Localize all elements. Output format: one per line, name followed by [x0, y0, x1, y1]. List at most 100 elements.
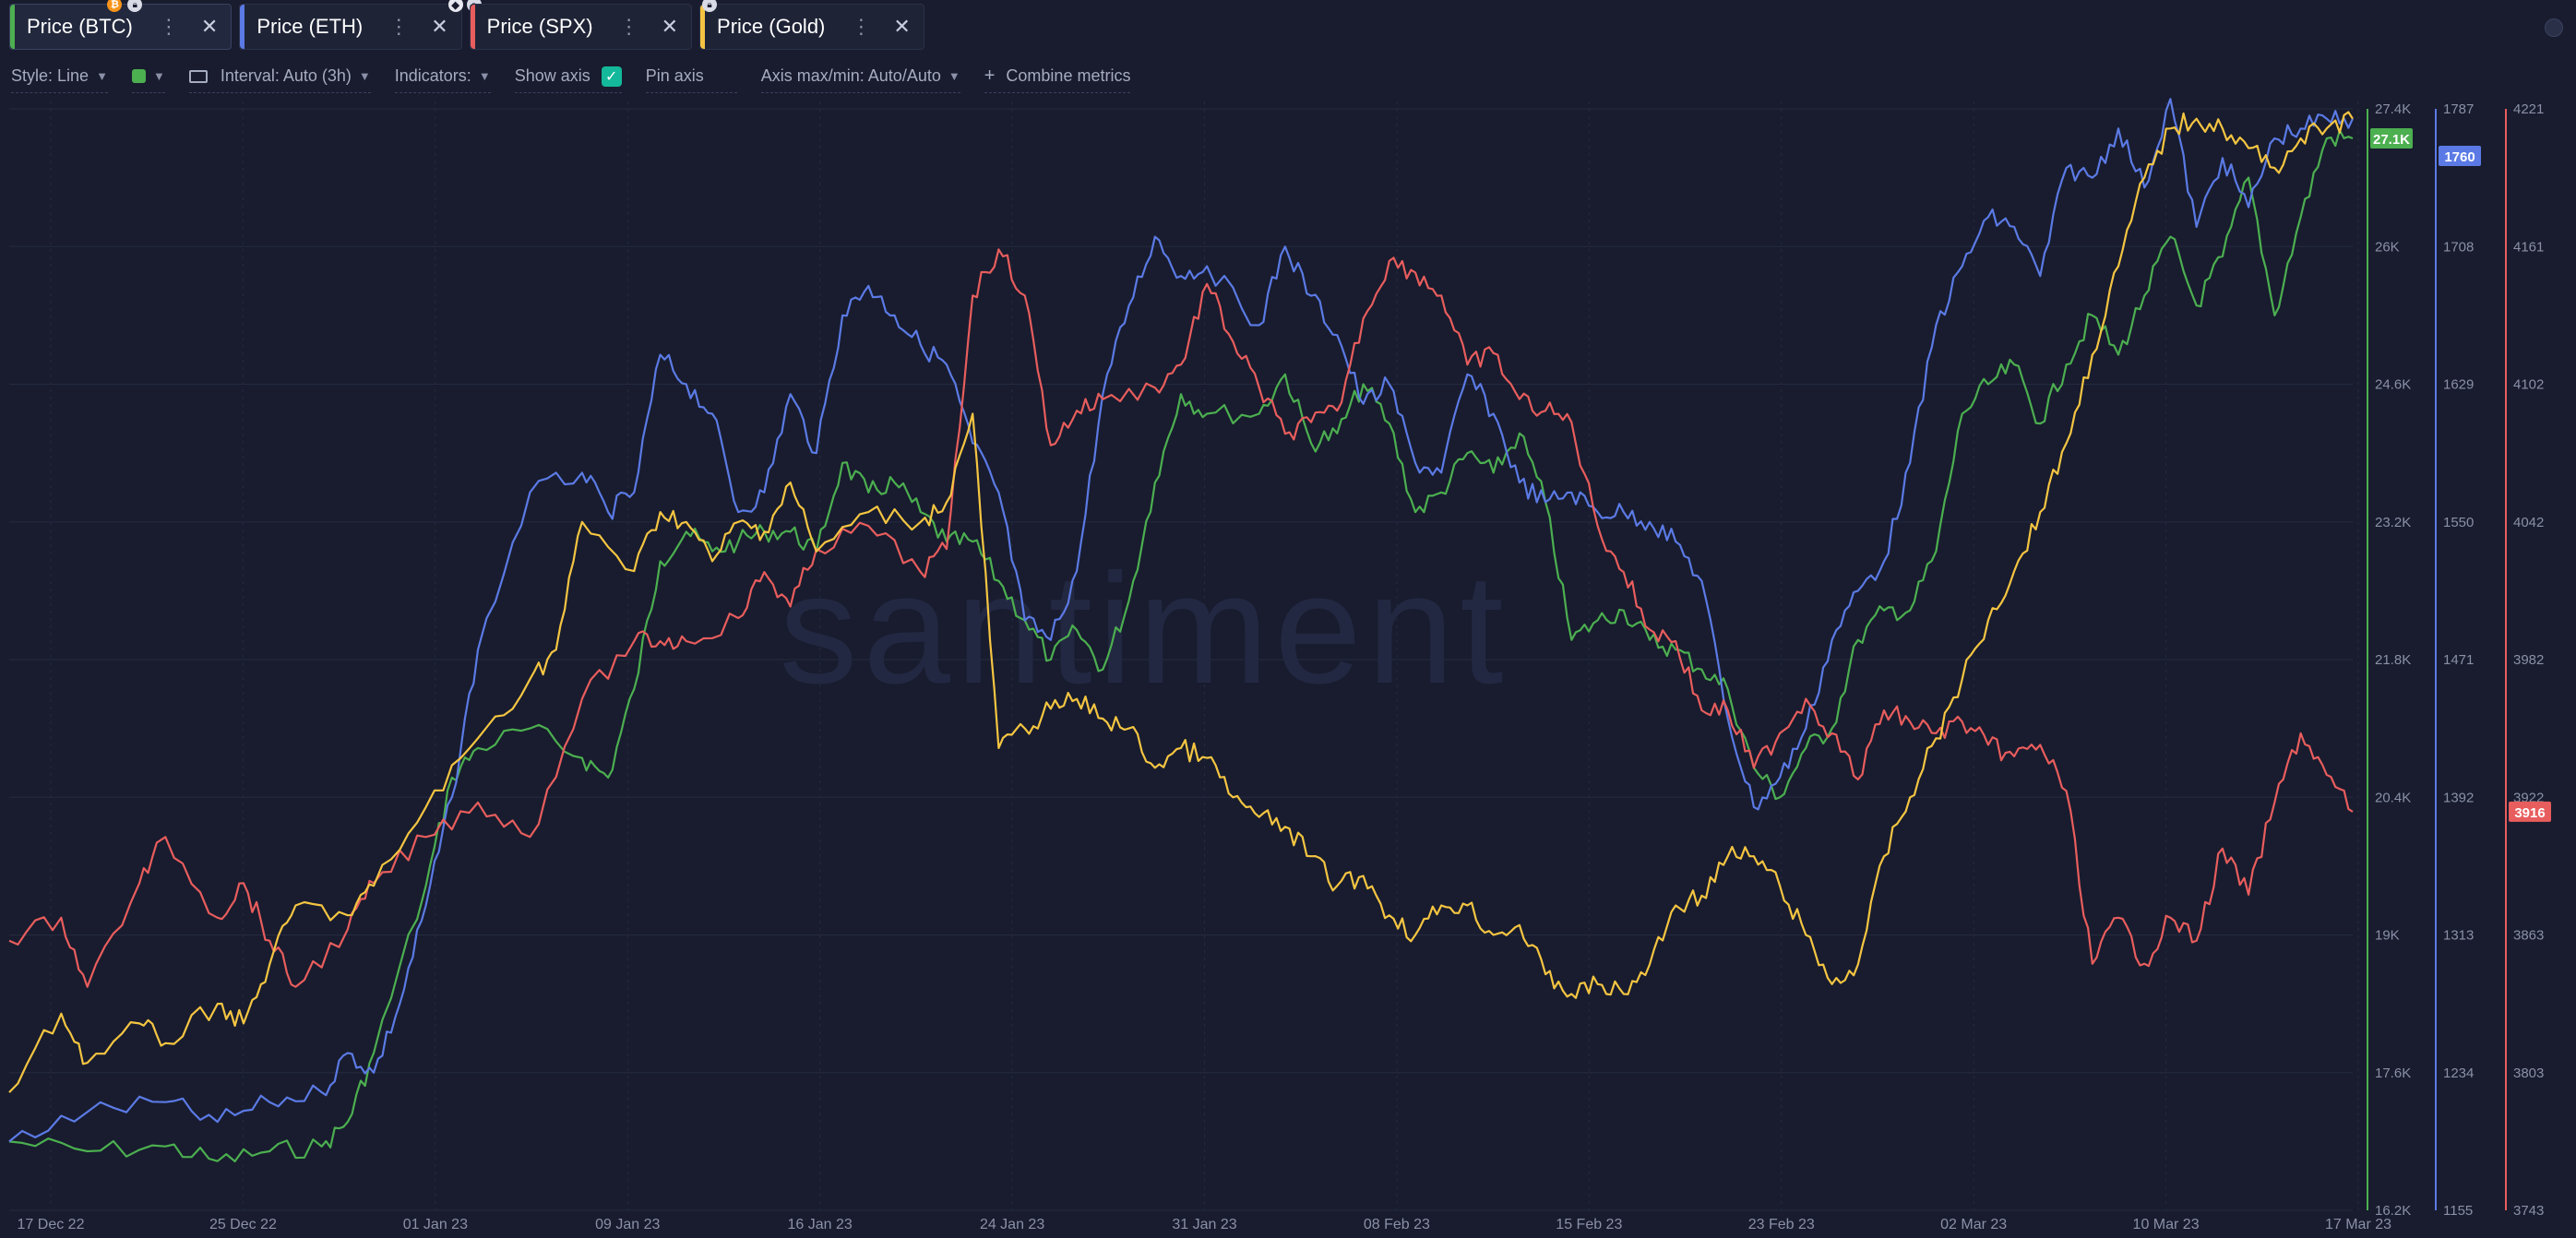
close-icon[interactable]: ✕	[200, 15, 219, 38]
y-tick-label: 1234	[2443, 1065, 2474, 1081]
current-value-label: 1760	[2444, 149, 2475, 165]
y-tick-label: 1155	[2443, 1203, 2473, 1219]
x-tick-label: 15 Feb 23	[1556, 1217, 1622, 1232]
more-icon[interactable]: ⋮	[618, 15, 639, 38]
x-tick-label: 23 Feb 23	[1748, 1217, 1815, 1232]
series-color-bar	[10, 5, 15, 49]
x-axis-labels: 17 Dec 22 25 Dec 22 01 Jan 23 09 Jan 23 16 J…	[18, 1217, 2392, 1232]
color-swatch	[131, 69, 146, 83]
chart-toolbar: Style: Line ▼ ▼ Interval: Auto (3h) ▼ In…	[11, 61, 1154, 93]
y-tick-label: 4221	[2513, 101, 2544, 117]
lock-icon: 🔒︎	[702, 0, 718, 12]
pin-axis-toggle[interactable]: Pin axis	[645, 61, 737, 93]
color-picker[interactable]: ▼	[131, 61, 165, 93]
y-tick-label: 16.2K	[2375, 1203, 2411, 1219]
current-value-badge: 27.1K	[2370, 127, 2413, 149]
y-tick-label: 17.6K	[2375, 1065, 2411, 1081]
tab-price-gold[interactable]: 🔒︎ Price (Gold) ⋮ ✕	[699, 0, 924, 50]
x-tick-label: 17 Dec 22	[18, 1217, 85, 1232]
close-icon[interactable]: ✕	[893, 15, 911, 38]
y-tick-label: 4102	[2513, 377, 2544, 393]
bitcoin-icon: ₿	[107, 0, 123, 12]
close-icon[interactable]: ✕	[431, 15, 448, 38]
axis-minmax-label: Axis max/min: Auto/Auto	[760, 66, 941, 85]
chevron-down-icon: ▼	[96, 69, 108, 83]
y-tick-label: 23.2K	[2375, 515, 2411, 530]
y-tick-label: 24.6K	[2375, 377, 2411, 393]
x-tick-label: 16 Jan 23	[788, 1217, 853, 1232]
x-tick-label: 01 Jan 23	[403, 1217, 468, 1232]
current-value-label: 27.1K	[2373, 132, 2410, 148]
chart-lines	[8, 98, 2354, 1162]
show-axis-toggle[interactable]: Show axis ✓	[514, 61, 622, 93]
y-tick-label: 4161	[2513, 239, 2544, 255]
interval-dropdown[interactable]: Interval: Auto (3h) ▼	[188, 61, 371, 93]
ethereum-icon: ◆	[447, 0, 463, 12]
tab-price-eth[interactable]: ◆ 🔒︎ Price (ETH) ⋮ ✕	[239, 0, 482, 50]
chevron-down-icon: ▼	[358, 69, 371, 83]
y-tick-label: 3743	[2513, 1203, 2544, 1219]
more-icon[interactable]: ⋮	[158, 15, 179, 38]
indicators-dropdown[interactable]: Indicators: ▼	[394, 61, 491, 93]
series-color-bar	[470, 5, 475, 49]
style-label: Style: Line	[11, 66, 89, 85]
series-line	[8, 129, 2354, 1162]
x-tick-label: 09 Jan 23	[595, 1217, 660, 1232]
pin-checkbox[interactable]	[713, 66, 737, 87]
y-tick-label: 1471	[2443, 652, 2474, 668]
tab-price-spx[interactable]: Price (SPX) ⋮ ✕	[469, 4, 693, 50]
indicators-label: Indicators:	[394, 66, 471, 85]
y-tick-label: 4042	[2513, 515, 2544, 530]
x-tick-label: 17 Mar 23	[2325, 1217, 2391, 1232]
x-tick-label: 02 Mar 23	[1940, 1217, 2007, 1232]
axis-minmax-dropdown[interactable]: Axis max/min: Auto/Auto ▼	[760, 61, 960, 93]
x-tick-label: 24 Jan 23	[980, 1217, 1044, 1232]
settings-icon[interactable]	[2545, 18, 2563, 37]
pin-axis-label: Pin axis	[645, 66, 704, 85]
y-tick-label: 19K	[2375, 928, 2400, 944]
y-tick-label: 26K	[2375, 239, 2400, 255]
more-icon[interactable]: ⋮	[388, 15, 410, 38]
chart-axes: 27.4K 26K 24.6K 23.2K 21.8K 20.4K 19K 17.6K 16.2…	[2367, 101, 2551, 1219]
style-dropdown[interactable]: Style: Line ▼	[11, 61, 108, 93]
watermark: santiment	[779, 542, 1509, 717]
y-tick-label: 1629	[2443, 377, 2474, 393]
combine-metrics-label: Combine metrics	[1006, 66, 1131, 85]
y-tick-label: 1313	[2443, 928, 2474, 944]
series-line	[8, 98, 2354, 1143]
y-tick-label: 3863	[2513, 928, 2544, 944]
tab-label: Price (ETH)	[256, 15, 364, 38]
checkbox-checked-icon[interactable]: ✓	[601, 65, 622, 87]
y-tick-label: 1708	[2443, 239, 2474, 255]
chevron-down-icon: ▼	[948, 69, 960, 83]
series-color-bar	[700, 5, 706, 49]
metric-tabs: ₿ 🔒︎ Price (BTC) ⋮ ✕ ◆ 🔒︎ Price (ETH) ⋮ …	[9, 0, 924, 50]
y-tick-label: 27.4K	[2375, 101, 2411, 117]
y-tick-label: 20.4K	[2375, 790, 2411, 805]
x-tick-label: 08 Feb 23	[1364, 1217, 1430, 1232]
tab-label: Price (BTC)	[27, 15, 133, 38]
tab-price-btc[interactable]: ₿ 🔒︎ Price (BTC) ⋮ ✕	[9, 0, 233, 50]
y-tick-label: 1787	[2443, 101, 2474, 117]
y-tick-label: 1392	[2443, 790, 2474, 805]
current-value-badge: 3916	[2509, 801, 2551, 822]
y-tick-label: 1550	[2443, 515, 2474, 530]
show-axis-label: Show axis	[514, 66, 590, 85]
tab-label: Price (Gold)	[717, 15, 826, 38]
interval-label: Interval: Auto (3h)	[220, 66, 352, 85]
chevron-down-icon: ▼	[152, 69, 165, 83]
lock-icon: 🔒︎	[127, 0, 143, 12]
ruler-icon	[188, 69, 208, 83]
close-icon[interactable]: ✕	[661, 15, 679, 38]
more-icon[interactable]: ⋮	[851, 15, 872, 38]
y-tick-label: 3803	[2513, 1065, 2544, 1081]
series-line	[8, 248, 2354, 988]
x-tick-label: 31 Jan 23	[1172, 1217, 1236, 1232]
tab-label: Price (SPX)	[486, 15, 593, 38]
current-value-badge: 1760	[2439, 146, 2481, 167]
chart-grid	[9, 101, 2359, 1211]
combine-metrics-button[interactable]: + Combine metrics	[984, 61, 1131, 93]
x-tick-label: 10 Mar 23	[2133, 1217, 2200, 1232]
series-color-bar	[240, 5, 245, 49]
